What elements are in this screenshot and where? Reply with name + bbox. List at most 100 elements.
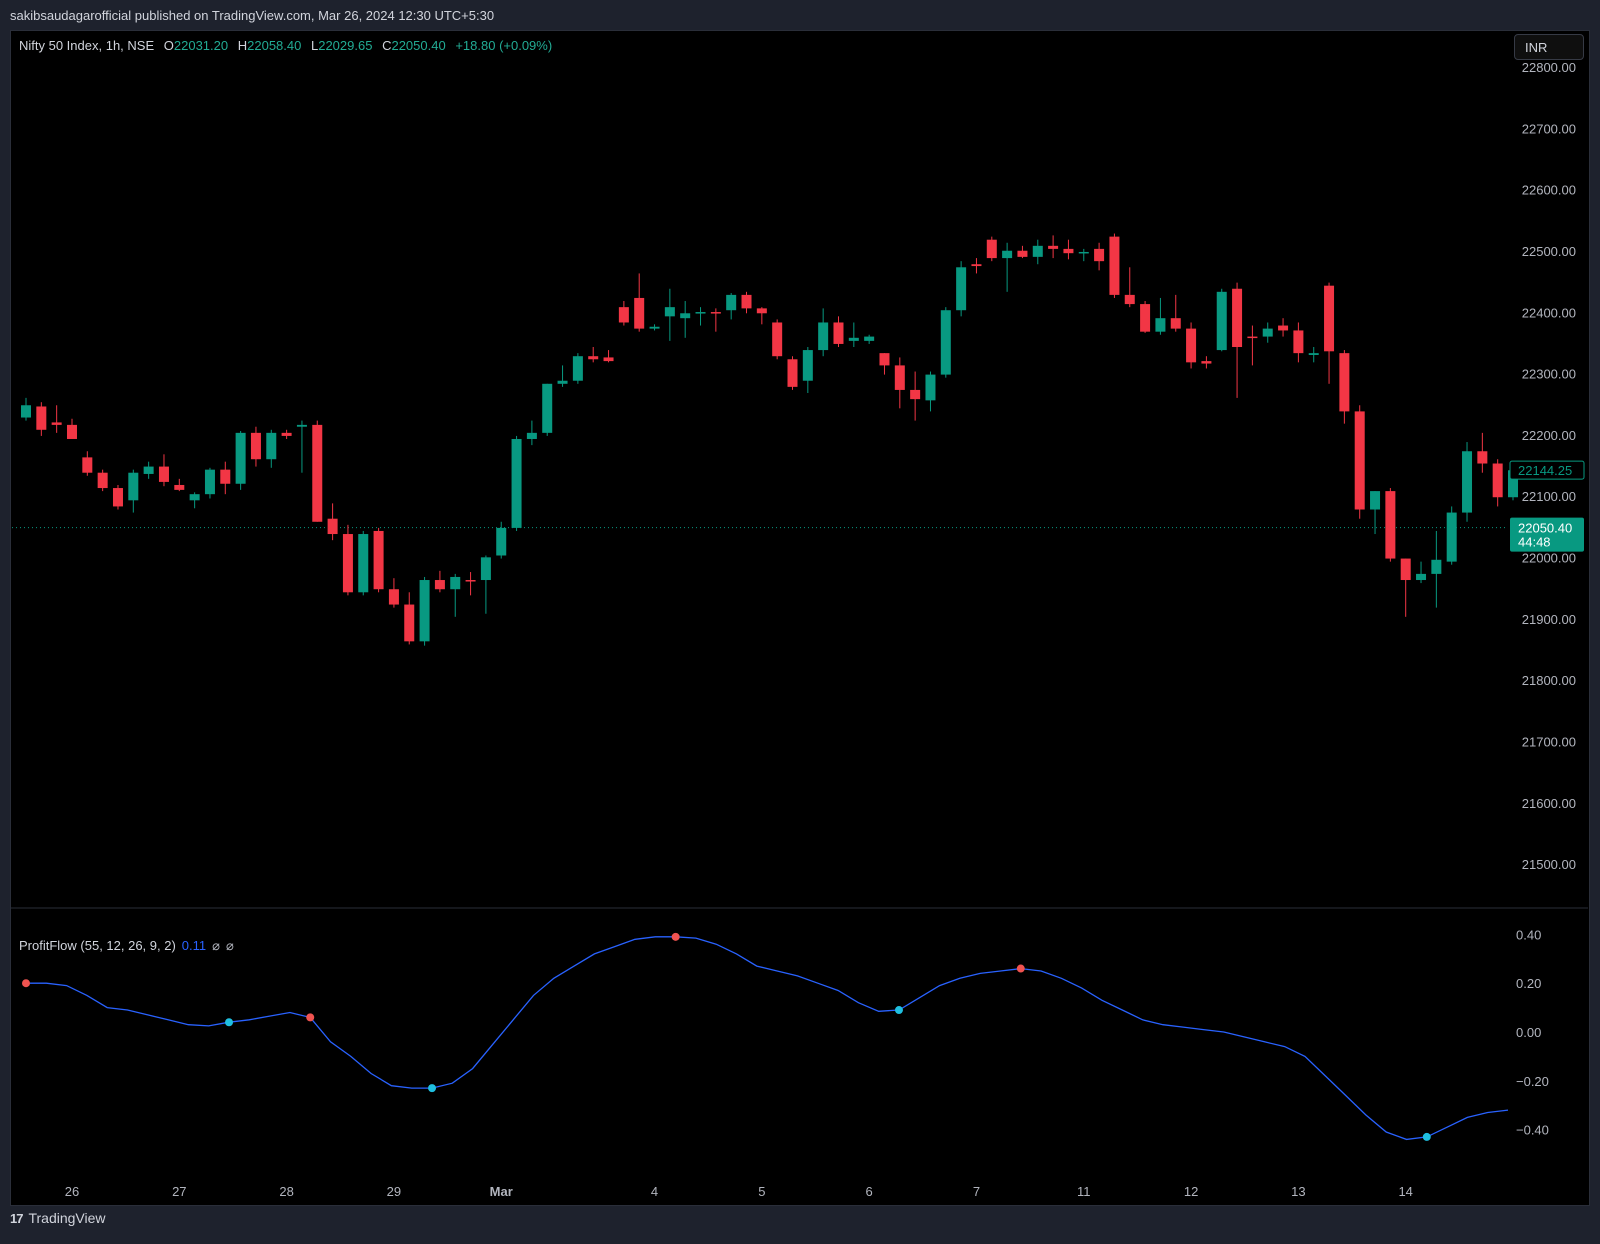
indicator-symbol-2: ⌀	[225, 938, 234, 953]
price-axis-label: 21900.00	[1522, 612, 1576, 627]
candle	[1155, 297, 1166, 335]
candle-body	[894, 365, 905, 390]
candle-body	[480, 557, 491, 581]
candle-body	[250, 432, 261, 460]
candle	[388, 578, 399, 608]
candle-body	[1216, 291, 1227, 351]
candle-body	[1324, 285, 1335, 352]
change-value: +18.80 (+0.09%)	[455, 38, 553, 53]
candle-body	[21, 405, 31, 418]
price-axis-label: 22500.00	[1522, 244, 1576, 259]
candle-body	[787, 359, 798, 387]
high-value: 22058.40	[247, 38, 302, 53]
candle-body	[434, 580, 445, 590]
candle	[1354, 405, 1365, 519]
candle-body	[404, 604, 415, 642]
candle-body	[1063, 248, 1074, 254]
candle-body	[128, 472, 139, 501]
candle	[1109, 233, 1120, 298]
footer-brand[interactable]: TradingView	[28, 1210, 106, 1226]
candle	[1400, 558, 1411, 617]
candle-body	[1124, 294, 1135, 305]
candle-body	[818, 322, 829, 351]
candle	[986, 236, 997, 262]
candle	[940, 307, 951, 378]
candle-body	[1308, 353, 1319, 355]
candle-body	[112, 488, 123, 507]
candle-body	[220, 469, 231, 484]
currency-button[interactable]: INR	[1514, 34, 1584, 60]
candle	[588, 347, 599, 363]
candle	[772, 319, 783, 360]
time-axis-label: 4	[651, 1184, 658, 1199]
time-axis-label: 7	[973, 1184, 980, 1199]
candle-body	[189, 494, 200, 501]
candle-body	[36, 406, 47, 430]
candle-body	[327, 518, 338, 535]
price-axis-label: 22600.00	[1522, 183, 1576, 198]
candle-body	[588, 356, 599, 360]
signal-high-dot	[22, 979, 30, 988]
candle	[572, 353, 583, 384]
candle-body	[956, 267, 967, 311]
candle	[910, 371, 921, 421]
signal-low-dot	[428, 1084, 437, 1093]
low-value: 22029.65	[318, 38, 373, 53]
candle-body	[1354, 411, 1365, 510]
candle-body	[649, 326, 660, 329]
candle-body	[1446, 512, 1457, 562]
candle-body	[879, 353, 890, 366]
candle	[373, 527, 384, 593]
candle-body	[204, 469, 215, 495]
symbol-title[interactable]: Nifty 50 Index, 1h, NSE	[19, 38, 155, 53]
tradingview-logo-icon[interactable]: 17	[10, 1210, 24, 1226]
candle-body	[51, 422, 62, 425]
candle-body	[802, 350, 813, 381]
candle-body	[1186, 328, 1197, 363]
candle	[158, 454, 169, 487]
candle	[1339, 350, 1350, 424]
candle-body	[1385, 491, 1396, 559]
candle	[802, 347, 813, 393]
candle-body	[1400, 558, 1411, 581]
candle-body	[158, 466, 169, 482]
low-label: L	[310, 38, 319, 53]
candle-body	[143, 466, 154, 474]
candle-body	[465, 580, 476, 582]
candle	[511, 435, 522, 531]
high-label: H	[237, 38, 248, 53]
candle	[649, 324, 660, 331]
candle	[281, 429, 292, 439]
candle	[1032, 239, 1043, 265]
candle	[710, 308, 721, 332]
marker-price-box	[1509, 460, 1585, 480]
candle-body	[1140, 304, 1151, 332]
candle	[526, 420, 537, 446]
candle-body	[1232, 288, 1243, 348]
candle	[1370, 491, 1381, 535]
candle-body	[1370, 491, 1381, 510]
signal-low-dot	[225, 1018, 234, 1027]
candle-body	[726, 294, 737, 311]
candle-body	[772, 322, 783, 357]
countdown-label: 44:48	[1518, 535, 1551, 550]
candle	[787, 356, 798, 390]
price-axis-label: 21700.00	[1522, 735, 1576, 750]
candle-body	[1002, 250, 1013, 259]
candle	[250, 426, 261, 467]
time-axis-label: 6	[866, 1184, 873, 1199]
candle	[1186, 322, 1197, 369]
candle	[1262, 322, 1273, 343]
candle	[1446, 506, 1457, 565]
candle-body	[266, 432, 277, 460]
candle-body	[910, 389, 921, 400]
candle-body	[710, 312, 721, 314]
indicator-title[interactable]: ProfitFlow (55, 12, 26, 9, 2)	[19, 938, 176, 953]
time-axis-label: Mar	[490, 1184, 513, 1199]
candle	[971, 258, 982, 274]
candle-body	[388, 589, 399, 605]
candle-body	[833, 322, 844, 344]
time-axis-label: 29	[387, 1184, 401, 1199]
close-label: C	[382, 38, 392, 53]
